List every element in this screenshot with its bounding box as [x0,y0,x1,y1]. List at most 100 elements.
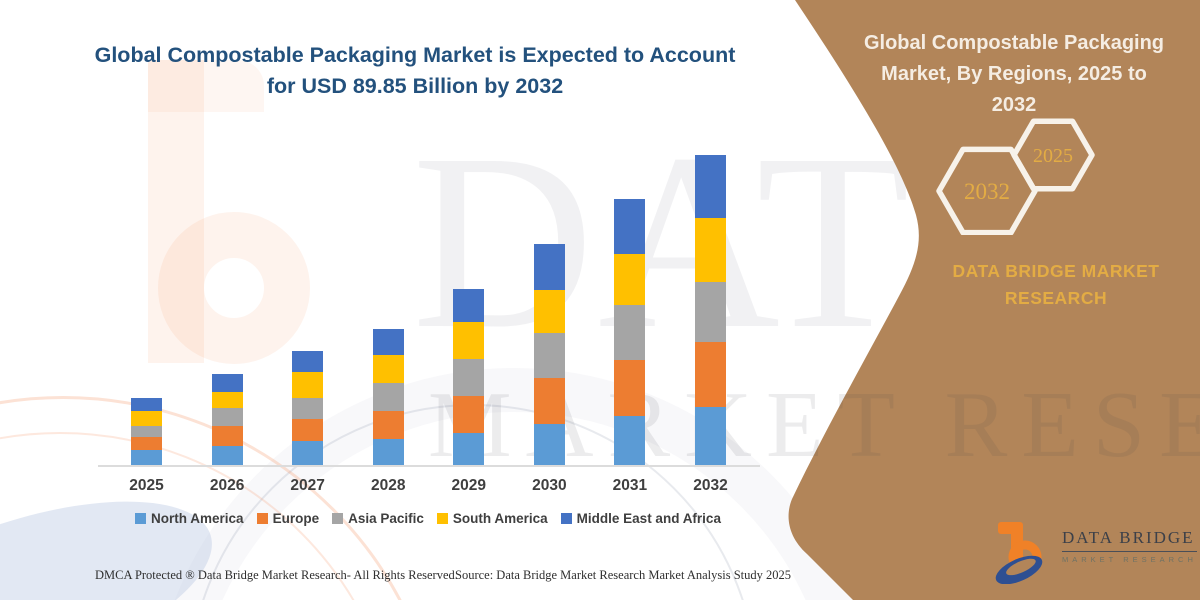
bar-segment-2032-asia-pacific [694,282,726,342]
footer-source-text: Source: Data Bridge Market Research Mark… [455,568,792,582]
bar-segment-2030-south-america [533,290,565,333]
x-axis-label-text: 2028 [370,477,406,494]
legend-label: Middle East and Africa [576,511,721,526]
bar-segment-2032-south-america [694,218,726,282]
chart-title-line1: Global Compostable Packaging Market is E… [94,43,736,67]
bar-segment-2032-middle-east-and-africa [694,155,726,218]
bar-segment-2029-europe [453,396,485,433]
bar-2032 [694,155,726,465]
bar-segment-2028-middle-east-and-africa [372,329,404,355]
logo-title: DATA BRIDGE [1062,528,1197,552]
bar-segment-2029-north-america [453,433,485,465]
legend-swatch-icon [560,513,572,524]
x-axis-label-2029: 2029 [451,477,486,495]
x-axis-label-2027: 2027 [290,477,325,495]
bar-segment-2027-south-america [292,372,324,398]
bar-segment-2030-north-america [533,424,565,465]
bar-segment-2030-asia-pacific [533,333,565,378]
bar-segment-2027-middle-east-and-africa [292,351,324,372]
bar-segment-2032-north-america [694,407,726,465]
legend-label: North America [151,511,244,526]
x-axis-label-text: 2026 [209,477,245,494]
legend-label: South America [452,511,548,526]
data-bridge-logo-icon [995,522,1043,584]
side-panel-brand: DATA BRIDGE MARKET RESEARCH [930,258,1182,312]
bar-2030 [533,244,565,465]
plot-area [131,145,726,465]
bar-segment-2029-south-america [453,322,485,359]
x-axis-label-2030: 2030 [532,477,567,495]
data-bridge-logo: DATA BRIDGE MARKET RESEARCH [992,520,1197,584]
bar-segment-2031-north-america [614,416,646,465]
bar-segment-2026-europe [211,426,243,446]
side-panel-brand-line2: RESEARCH [1004,288,1108,308]
bar-segment-2031-europe [614,360,646,416]
legend-swatch-icon [332,513,344,524]
legend-item-europe: Europe [256,511,319,526]
bar-segment-2027-europe [292,419,324,441]
bar-segment-2025-north-america [131,450,162,465]
footer-dmca-text: DMCA Protected ® Data Bridge Market Rese… [95,568,458,582]
x-axis-label-text: 2030 [532,477,567,494]
legend-swatch-icon [256,513,268,524]
side-panel-title-line2: Market, By Regions, 2025 to 2032 [881,63,1147,116]
bar-segment-2028-europe [372,411,404,439]
x-axis-label-2025: 2025 [129,477,163,495]
hexagon-2025-icon [1011,118,1095,192]
legend-item-middle-east-and-africa: Middle East and Africa [560,511,721,526]
bar-segment-2027-asia-pacific [292,398,324,419]
bar-segment-2029-asia-pacific [453,359,485,396]
x-axis-label-text: 2027 [290,477,325,494]
bar-segment-2029-middle-east-and-africa [453,289,485,322]
bar-segment-2031-middle-east-and-africa [614,199,646,254]
x-axis-label-text: 2032 [693,477,728,494]
legend-swatch-icon [436,513,448,524]
legend-swatch-icon [135,513,147,524]
chart-title: Global Compostable Packaging Market is E… [70,40,760,102]
legend-item-north-america: North America [135,511,244,526]
bar-segment-2031-south-america [614,254,646,305]
x-axis-label-2026: 2026 [209,477,245,495]
bar-segment-2025-middle-east-and-africa [131,398,162,411]
bar-2025 [131,398,162,465]
bar-2031 [614,199,646,465]
bar-2027 [292,351,324,465]
bar-segment-2026-middle-east-and-africa [211,374,243,392]
x-axis-labels: 2025 2026 2027 2028 2029 2030 2031 2032 [129,477,728,495]
x-axis-label-text: 2029 [451,477,486,494]
side-panel-title-line1: Global Compostable Packaging [863,32,1165,54]
bar-segment-2028-south-america [372,355,404,383]
bar-segment-2026-south-america [211,392,243,408]
legend-item-asia-pacific: Asia Pacific [332,511,424,526]
bar-2029 [453,289,485,465]
side-panel-brand-line1: DATA BRIDGE MARKET [952,261,1160,281]
bar-segment-2028-north-america [372,439,404,465]
bar-segment-2025-europe [131,437,162,450]
x-axis-line [98,465,760,467]
bar-segment-2030-middle-east-and-africa [533,244,565,290]
bar-segment-2028-asia-pacific [372,383,404,411]
bar-segment-2026-north-america [211,446,243,465]
x-axis-label-2032: 2032 [693,477,728,495]
x-axis-label-2028: 2028 [370,477,406,495]
data-bridge-logo-text: DATA BRIDGE MARKET RESEARCH [1062,520,1197,564]
chart-legend: North America Europe Asia Pacific South Ame… [96,511,760,526]
hexagon-2032-label: 2032 [964,179,1010,204]
bar-segment-2026-asia-pacific [211,408,243,426]
bar-2028 [372,329,404,465]
bar-segment-2030-europe [533,378,565,424]
bar-segment-2032-europe [694,342,726,407]
bar-segment-2025-asia-pacific [131,426,162,437]
bar-segment-2025-south-america [131,411,162,426]
x-axis-label-text: 2031 [612,477,648,494]
bar-2026 [211,374,243,465]
hexagon-badges: 2032 2025 [936,118,1095,235]
chart-title-line2: for USD 89.85 Billion by 2032 [266,74,564,98]
x-axis-label-2031: 2031 [612,477,648,495]
hexagon-2025-label: 2025 [1033,145,1073,167]
side-panel-polygon [788,0,1200,600]
legend-item-south-america: South America [436,511,548,526]
bar-segment-2031-asia-pacific [614,305,646,360]
side-panel-title: Global Compostable Packaging Market, By … [858,28,1170,121]
